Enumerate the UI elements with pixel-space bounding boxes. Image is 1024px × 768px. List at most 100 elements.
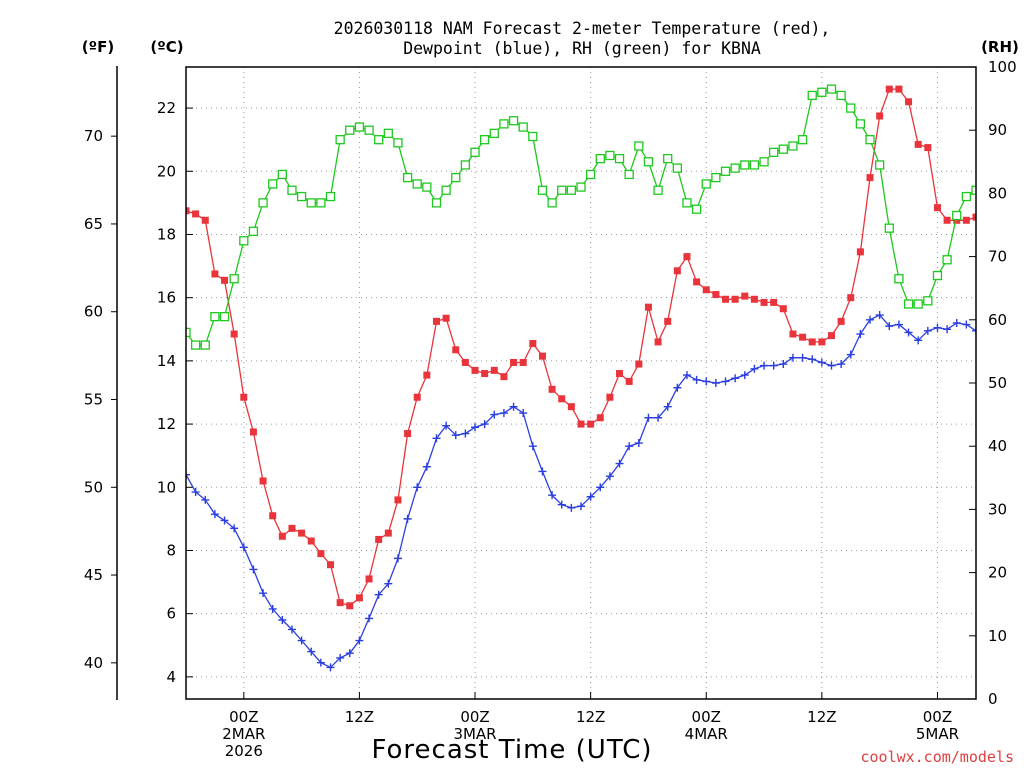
dewpoint-point <box>413 483 422 492</box>
dewpoint-point <box>605 472 614 481</box>
relative-humidity-point <box>894 274 904 284</box>
dewpoint-point <box>422 462 431 471</box>
dewpoint-point <box>374 590 383 599</box>
celsius-tick-label: 4 <box>166 668 176 686</box>
temperature-point <box>712 291 720 299</box>
temperature-point <box>943 216 951 224</box>
relative-humidity-point <box>335 135 345 145</box>
rh-tick-label: 20 <box>988 564 1007 582</box>
temperature-point <box>490 366 498 374</box>
dewpoint-point <box>297 636 306 645</box>
temperature-point <box>770 298 778 306</box>
temperature-point <box>432 317 440 325</box>
dewpoint-point <box>326 663 335 672</box>
relative-humidity-point <box>749 160 760 170</box>
dewpoint-point <box>490 410 499 419</box>
dewpoint-point <box>442 421 451 430</box>
celsius-axis: 4 6 8 10 12 14 16 18 20 22 <box>157 99 193 686</box>
temperature-point <box>914 140 922 148</box>
temperature-point <box>606 393 614 401</box>
rh-tick-label: 90 <box>988 121 1007 139</box>
relative-humidity-point <box>287 185 297 195</box>
dewpoint-point <box>548 491 557 500</box>
relative-humidity-point <box>691 204 702 214</box>
temperature-point <box>616 370 624 378</box>
temperature-point <box>538 352 546 360</box>
temperature-point <box>818 338 826 346</box>
temperature-point <box>635 360 643 368</box>
dewpoint-point <box>856 330 865 339</box>
temperature-point <box>664 317 672 325</box>
temperature-point <box>587 420 595 428</box>
relative-humidity-point <box>855 119 866 129</box>
relative-humidity-point <box>277 169 287 180</box>
data-series <box>186 84 1019 672</box>
relative-humidity-point <box>186 327 191 338</box>
temperature-point <box>654 338 662 346</box>
relative-humidity-point <box>268 179 278 189</box>
relative-humidity-point <box>374 135 384 145</box>
time-tick-label: 3MAR <box>453 725 496 743</box>
relative-humidity-point <box>711 172 721 183</box>
temperature-point <box>808 338 816 346</box>
temperature-point <box>644 303 652 311</box>
dewpoint-point <box>432 434 441 443</box>
relative-humidity-point <box>769 147 779 157</box>
dewpoint-point <box>837 360 846 369</box>
relative-humidity-point <box>836 90 846 101</box>
rh-tick-label: 10 <box>988 627 1007 645</box>
temperature-point <box>529 340 537 347</box>
dewpoint-point <box>654 413 663 422</box>
relative-humidity-point <box>624 169 634 180</box>
fahrenheit-tick-label: 65 <box>84 215 103 233</box>
dewpoint-point <box>509 402 518 411</box>
relative-humidity-point <box>518 122 528 132</box>
time-tick-label: 5MAR <box>916 725 959 743</box>
celsius-tick-label: 14 <box>157 352 176 370</box>
relative-humidity-point <box>614 153 625 164</box>
relative-humidity-point <box>923 296 933 306</box>
dewpoint-point <box>923 326 932 335</box>
dewpoint-point <box>952 318 961 327</box>
dewpoint-point <box>894 320 903 329</box>
rh-tick-label: 70 <box>988 248 1007 266</box>
temperature-point <box>683 253 691 261</box>
relative-humidity-point <box>248 226 259 236</box>
dewpoint-point <box>191 488 200 497</box>
credit-link[interactable]: coolwx.com/models <box>860 748 1014 766</box>
relative-humidity-point <box>480 135 490 145</box>
temperature-point <box>625 377 633 385</box>
relative-humidity-point <box>759 157 769 167</box>
fahrenheit-tick-label: 45 <box>84 566 103 584</box>
dewpoint-point <box>471 423 480 432</box>
temperature-point <box>221 276 229 284</box>
temperature-point <box>461 358 469 366</box>
dewpoint-point <box>750 364 759 373</box>
relative-humidity-point <box>1011 183 1019 191</box>
relative-humidity-point <box>971 185 976 195</box>
dewpoint-point <box>625 442 634 451</box>
temperature-point <box>596 414 604 422</box>
fahrenheit-axis-unit: (ºF) <box>82 38 114 56</box>
relative-humidity-point <box>634 141 644 151</box>
dewpoint-point <box>673 383 682 392</box>
temperature-point <box>240 393 248 401</box>
dewpoint-point <box>316 658 325 667</box>
relative-humidity-point <box>200 340 210 350</box>
relative-humidity-point <box>653 185 663 195</box>
dewpoint-point <box>798 353 807 362</box>
relative-humidity-point <box>595 153 605 164</box>
rh-axis: 0 10 20 30 40 50 60 70 80 90 100 <box>969 58 1017 708</box>
rh-tick-label: 100 <box>988 58 1017 76</box>
dewpoint-point <box>982 328 990 336</box>
relative-humidity-point <box>952 210 962 221</box>
dewpoint-point <box>692 375 701 384</box>
temperature-point <box>548 385 556 393</box>
temperature-point <box>519 358 527 366</box>
dewpoint-point <box>644 413 653 422</box>
relative-humidity-point <box>364 125 374 135</box>
relative-humidity-point <box>528 131 538 142</box>
relative-humidity-point <box>431 198 442 208</box>
relative-humidity-point <box>402 172 413 183</box>
dewpoint-point <box>393 554 402 563</box>
